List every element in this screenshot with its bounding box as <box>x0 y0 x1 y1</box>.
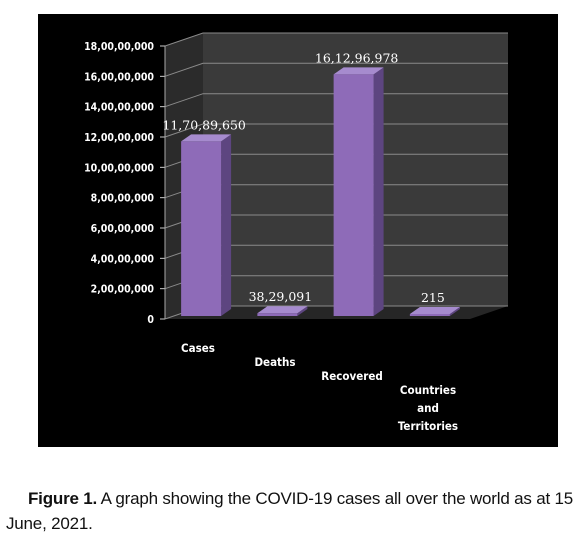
bar-chart: 0 2,00,00,000 4,00,00,000 6,00,00,000 8,00,0… <box>38 14 558 447</box>
caption-figure-label: Figure 1. <box>28 489 97 508</box>
x-category-label: Cases <box>181 341 215 355</box>
y-tick-label: 8,00,00,000 <box>91 193 155 205</box>
data-label: 11,70,89,650 <box>162 117 246 132</box>
y-tick-label: 10,00,00,000 <box>84 162 154 174</box>
bar <box>181 141 221 316</box>
y-tick-label: 4,00,00,000 <box>91 253 155 265</box>
data-label: 215 <box>421 290 445 305</box>
y-tick-label: 18,00,00,000 <box>84 41 154 53</box>
x-category-label: Territories <box>398 419 458 433</box>
y-axis-tick-labels: 0 2,00,00,000 4,00,00,000 6,00,00,000 8,00,0… <box>84 41 154 326</box>
data-label: 16,12,96,978 <box>315 50 399 65</box>
y-tick-label: 6,00,00,000 <box>91 223 155 235</box>
x-category-label: Countries <box>400 383 456 397</box>
y-tick-label: 2,00,00,000 <box>91 284 155 296</box>
x-category-label: and <box>417 401 439 415</box>
bar <box>257 313 297 316</box>
x-category-label: Recovered <box>321 369 383 383</box>
y-tick-label: 12,00,00,000 <box>84 132 154 144</box>
bar <box>410 314 450 316</box>
x-axis-category-labels: Cases Deaths Recovered Countries and Territor… <box>181 341 458 433</box>
bar-side <box>221 134 231 316</box>
x-category-label: Deaths <box>254 355 295 369</box>
bar <box>334 74 374 316</box>
y-tick-label: 0 <box>147 314 154 326</box>
bar-side <box>374 67 384 316</box>
y-tick-label: 16,00,00,000 <box>84 71 154 83</box>
figure-caption: Figure 1. A graph showing the COVID-19 c… <box>6 486 574 536</box>
data-label: 38,29,091 <box>249 289 313 304</box>
y-tick-label: 14,00,00,000 <box>84 102 154 114</box>
chart-panel: 0 2,00,00,000 4,00,00,000 6,00,00,000 8,00,0… <box>38 14 558 447</box>
